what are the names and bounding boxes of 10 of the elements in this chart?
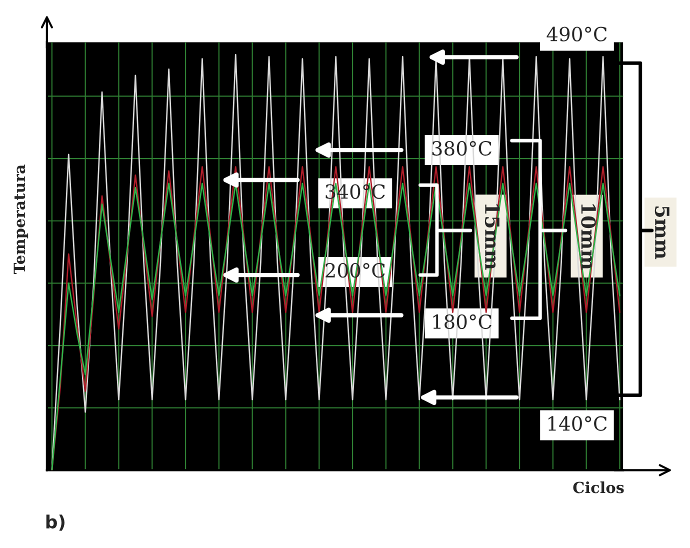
annotation: 380°C [432,140,492,156]
text: 5mm [654,206,670,260]
annotation: 15mm [484,204,500,270]
y-axis-title: Temperatura [14,164,28,274]
text: 490°C [546,26,607,42]
annotation: 140°C [548,416,607,431]
annotation: 180°C [433,314,492,330]
x-axis-title: Ciclos [573,481,624,494]
text: b) [46,514,64,531]
annotation: 10mm [581,204,596,270]
